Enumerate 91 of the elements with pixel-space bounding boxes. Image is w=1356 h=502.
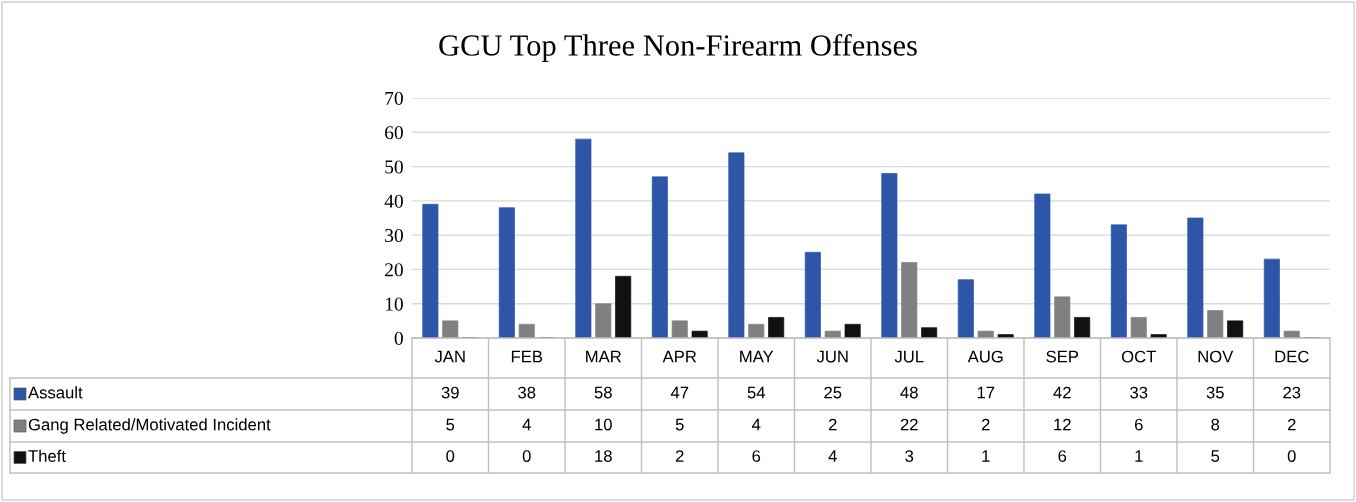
y-tick-label: 50 <box>385 160 403 174</box>
bar <box>575 138 592 338</box>
data-label: 38 <box>518 386 536 399</box>
data-label: 17 <box>977 386 995 399</box>
data-label: 10 <box>595 418 612 431</box>
bar <box>728 152 745 338</box>
bar <box>881 173 898 338</box>
data-label: 35 <box>1206 386 1224 399</box>
data-label: 18 <box>595 450 612 462</box>
data-label: 58 <box>594 386 612 399</box>
data-label: 23 <box>1283 386 1301 399</box>
bar <box>1263 258 1280 338</box>
bar <box>691 330 708 338</box>
x-tick-label: FEB <box>511 350 543 363</box>
x-tick-label: DEC <box>1275 350 1309 363</box>
bar <box>824 330 841 338</box>
bar <box>442 320 459 338</box>
data-label: 5 <box>446 418 455 431</box>
legend-label: Gang Related/Motivated Incident <box>28 418 271 434</box>
bar <box>651 176 668 338</box>
legend-label: Theft <box>28 449 66 462</box>
bar <box>1034 193 1051 338</box>
data-label: 0 <box>1287 450 1296 462</box>
bar <box>748 323 765 338</box>
bar <box>768 317 785 338</box>
data-label: 6 <box>1058 450 1067 462</box>
y-tick-label: 30 <box>385 228 403 243</box>
data-label: 2 <box>828 418 837 431</box>
data-label: 0 <box>446 450 455 462</box>
data-label: 25 <box>824 386 842 399</box>
bar <box>921 327 938 338</box>
bar <box>518 323 535 338</box>
data-label: 3 <box>905 450 914 462</box>
bar <box>1187 217 1204 338</box>
data-label: 8 <box>1211 418 1220 431</box>
data-label: 6 <box>752 450 761 462</box>
data-label: 48 <box>900 386 918 399</box>
data-label: 4 <box>828 450 837 462</box>
data-label: 5 <box>1211 450 1220 462</box>
bar <box>844 323 861 338</box>
data-label: 4 <box>752 418 761 431</box>
bar <box>422 203 439 338</box>
bar <box>1283 330 1300 338</box>
data-label: 1 <box>1135 450 1143 462</box>
data-label: 6 <box>1134 418 1143 431</box>
data-label: 4 <box>522 418 531 431</box>
data-label: 2 <box>675 450 684 462</box>
chart-title: GCU Top Three Non-Firearm Offenses <box>439 33 917 63</box>
bar <box>804 251 821 338</box>
data-label: 0 <box>522 450 531 462</box>
bar <box>1227 320 1244 338</box>
bar <box>901 262 918 338</box>
data-label: 42 <box>1053 386 1071 399</box>
bar <box>1110 224 1127 338</box>
data-label: 54 <box>747 386 766 399</box>
y-tick-label: 0 <box>394 331 403 345</box>
x-tick-label: APR <box>662 350 697 363</box>
data-label: 33 <box>1130 386 1148 399</box>
bar <box>1207 310 1224 338</box>
x-tick-label: JUN <box>816 350 848 363</box>
x-tick-label: AUG <box>967 350 1003 363</box>
x-tick-label: MAR <box>586 350 621 363</box>
x-tick-label: OCT <box>1121 350 1156 363</box>
y-tick-label: 40 <box>384 194 403 208</box>
data-label: 39 <box>441 386 459 399</box>
bar <box>977 330 994 338</box>
y-tick-label: 10 <box>385 297 403 311</box>
data-label: 2 <box>981 418 990 431</box>
data-label: 5 <box>675 418 684 431</box>
data-label: 22 <box>900 418 918 431</box>
bar <box>615 275 632 338</box>
bar <box>1130 317 1147 338</box>
legend-label: Assault <box>28 386 83 399</box>
data-label: 47 <box>670 386 689 399</box>
y-tick-label: 60 <box>385 126 403 140</box>
bar <box>957 279 974 338</box>
x-tick-label: SEP <box>1046 350 1079 363</box>
data-label: 2 <box>1287 418 1296 431</box>
y-tick-label: 70 <box>385 91 403 105</box>
x-tick-label: NOV <box>1198 350 1234 363</box>
y-tick-label: 20 <box>385 263 403 277</box>
bar <box>671 320 688 338</box>
bar <box>595 303 612 338</box>
x-tick-label: JUL <box>894 350 924 363</box>
bar <box>1074 317 1091 338</box>
data-label: 1 <box>982 450 990 462</box>
bar <box>498 207 515 338</box>
data-label: 12 <box>1054 418 1071 431</box>
x-tick-label: JAN <box>434 350 465 363</box>
x-tick-label: MAY <box>740 350 774 363</box>
bar <box>1054 296 1071 338</box>
